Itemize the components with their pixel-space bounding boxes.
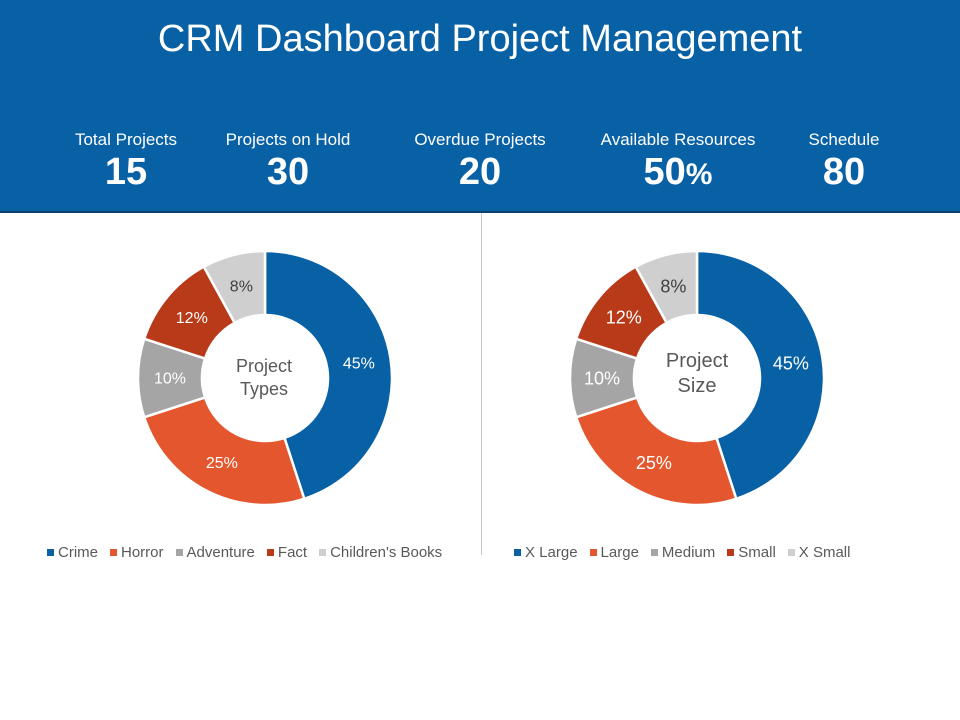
- legend-label: Large: [600, 544, 639, 561]
- legend-label: Medium: [661, 544, 716, 561]
- chart-divider: [481, 213, 482, 555]
- kpi-label: Schedule: [808, 130, 880, 149]
- legend-item: Adventure: [175, 544, 255, 561]
- donut-slice-x-small: [634, 249, 699, 325]
- kpi-total-projects: Total Projects 15: [75, 130, 177, 195]
- data-label: 10%: [154, 371, 186, 388]
- kpi-projects-on-hold: Projects on Hold 30: [226, 130, 351, 195]
- legend-label: Adventure: [186, 544, 255, 561]
- legend-swatch: [787, 548, 795, 556]
- legend-label: Horror: [121, 544, 164, 561]
- legend-label: X Small: [798, 544, 851, 561]
- center-label-line: Project: [665, 350, 729, 372]
- legend-swatch: [589, 548, 597, 556]
- kpi-overdue-projects: Overdue Projects 20: [414, 130, 545, 195]
- legend-label: Fact: [277, 544, 308, 561]
- center-label-line: Size: [677, 375, 717, 397]
- page-title: CRM Dashboard Project Management: [157, 18, 803, 60]
- kpi-value: 80: [822, 151, 866, 193]
- legend-swatch: [175, 548, 183, 556]
- donut-slice-x-large: [695, 249, 826, 501]
- data-label: 12%: [606, 308, 642, 328]
- legend-label: Crime: [58, 544, 98, 561]
- legend-label: X Large: [525, 544, 578, 561]
- project-size-center-label: Project Size: [666, 349, 728, 399]
- legend-item: Medium: [650, 544, 716, 561]
- project-types-center-label: Project Types: [236, 355, 292, 401]
- dashboard-header: CRM Dashboard Project Management Total P…: [0, 0, 960, 213]
- legend-swatch: [110, 548, 117, 556]
- legend-item: Crime: [47, 544, 98, 561]
- legend-item: Large: [589, 544, 639, 561]
- kpi-schedule: Schedule 80: [809, 130, 880, 195]
- data-label: 10%: [584, 368, 620, 388]
- data-label: 12%: [176, 310, 208, 327]
- legend-label: Small: [738, 544, 776, 561]
- data-label: 45%: [343, 356, 375, 373]
- kpi-value: 30: [266, 151, 310, 193]
- legend-swatch: [266, 548, 274, 556]
- center-label-line: Types: [239, 379, 289, 399]
- data-label: 25%: [206, 455, 238, 472]
- legend-swatch: [727, 548, 735, 556]
- donut-slice-horror: [142, 395, 306, 507]
- data-label: 45%: [773, 353, 809, 373]
- legend-item: Children's Books: [319, 544, 442, 561]
- legend-item: X Small: [787, 544, 851, 561]
- legend-item: Fact: [266, 544, 308, 561]
- kpi-label: Overdue Projects: [414, 130, 546, 149]
- donut-slice-crime: [263, 249, 394, 501]
- donut-slice-children-s-books: [202, 249, 267, 325]
- kpi-label: Projects on Hold: [225, 130, 351, 149]
- donut-slice-large: [574, 395, 738, 507]
- legend-swatch: [47, 548, 54, 556]
- data-label: 8%: [230, 279, 253, 296]
- kpi-label: Available Resources: [600, 130, 756, 149]
- kpi-available-resources: Available Resources 50%: [601, 130, 756, 195]
- kpi-label: Total Projects: [74, 130, 178, 149]
- center-label-line: Project: [235, 356, 293, 376]
- kpi-value: 20: [458, 151, 502, 193]
- legend-swatch: [514, 548, 521, 556]
- project-size-legend: X Large Large Medium Small X Small: [514, 544, 862, 561]
- legend-swatch: [650, 548, 658, 556]
- legend-label: Children's Books: [330, 544, 443, 561]
- data-label: 8%: [660, 276, 686, 296]
- kpi-value: 15: [104, 151, 148, 193]
- legend-swatch: [319, 548, 327, 556]
- legend-item: X Large: [514, 544, 578, 561]
- kpi-value: 50%: [643, 151, 713, 193]
- legend-item: Small: [727, 544, 776, 561]
- project-types-legend: Crime Horror Adventure Fact Children's Books: [47, 544, 454, 561]
- legend-item: Horror: [110, 544, 164, 561]
- data-label: 25%: [636, 453, 672, 473]
